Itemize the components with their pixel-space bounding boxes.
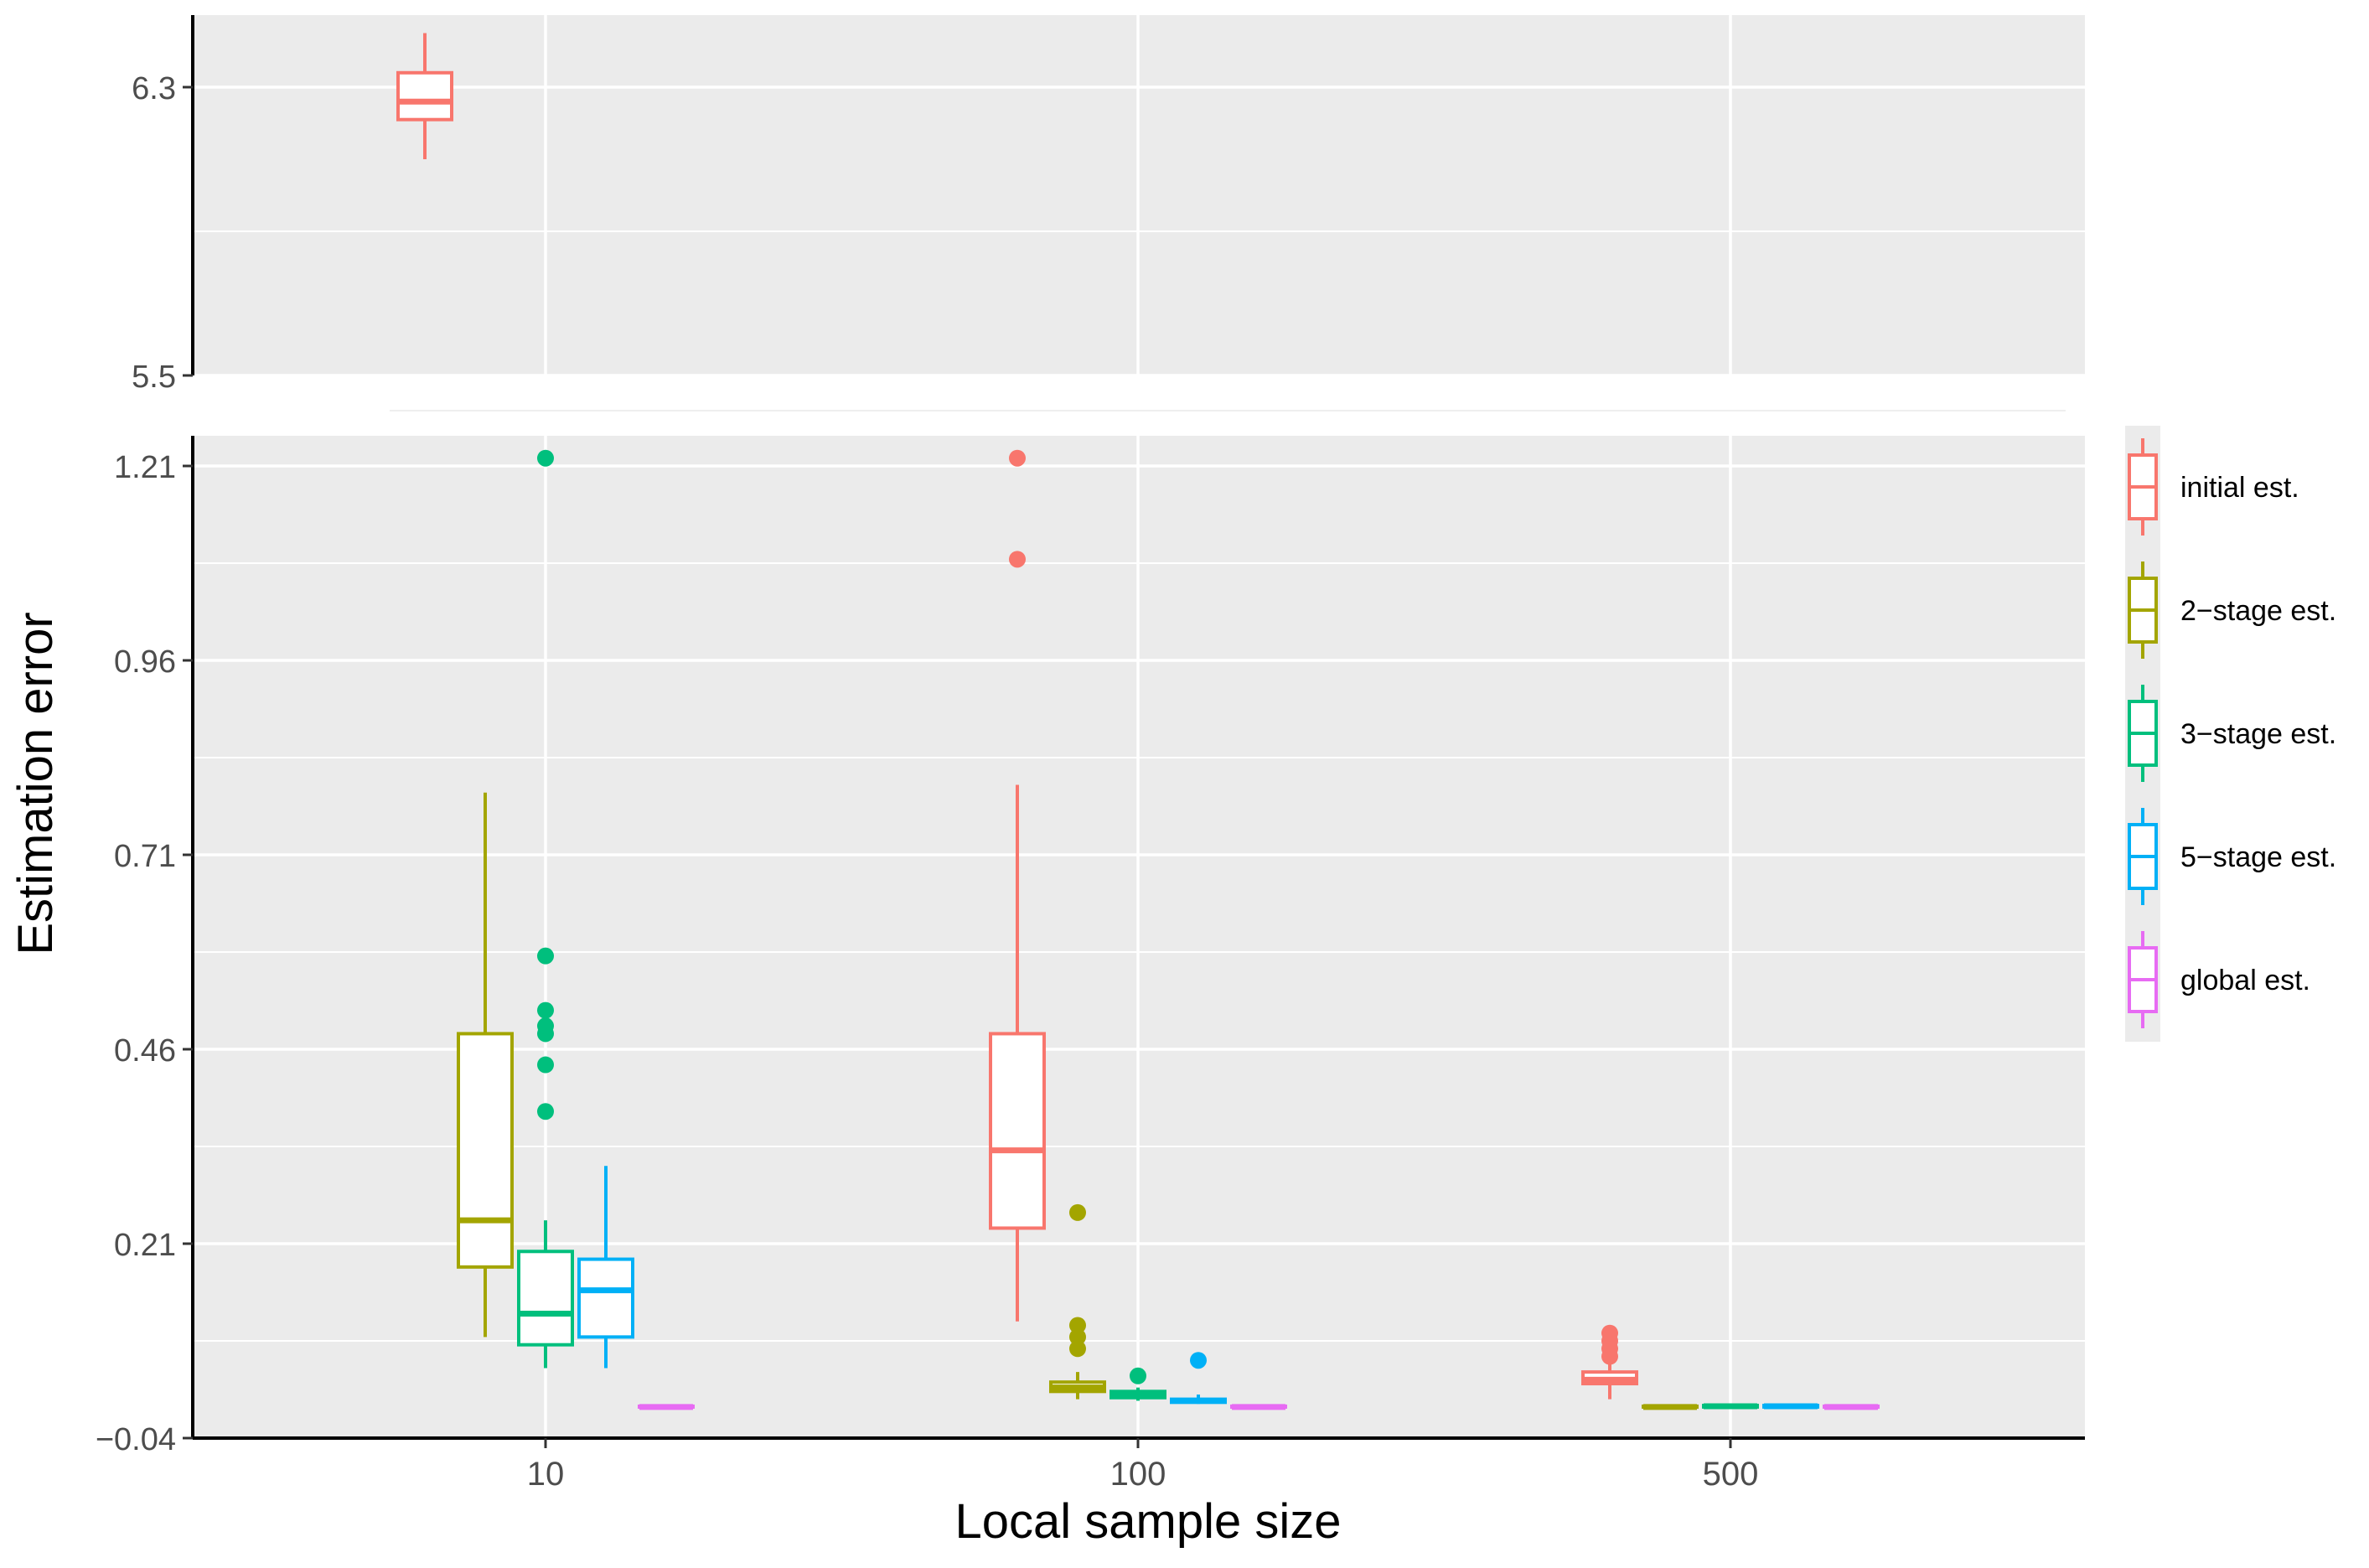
legend-item: global est. bbox=[2128, 931, 2310, 1028]
box-initial-est--100 bbox=[989, 449, 1046, 1322]
box-outlier bbox=[1601, 1324, 1618, 1342]
box-initial-est--10 bbox=[396, 33, 453, 159]
box-5-stage-est--500 bbox=[1762, 1403, 1819, 1410]
y-tick-label: 1.21 bbox=[114, 450, 176, 485]
box-outlier bbox=[537, 947, 554, 965]
box-2-stage-est--500 bbox=[1642, 1404, 1699, 1410]
box-body bbox=[517, 1250, 574, 1347]
box-global-est--500 bbox=[1823, 1404, 1880, 1410]
box-outlier bbox=[537, 449, 554, 467]
x-tick-label: 10 bbox=[527, 1456, 565, 1493]
y-tick-label: 0.21 bbox=[114, 1228, 176, 1263]
box-body bbox=[577, 1257, 634, 1339]
legend-label: 5−stage est. bbox=[2180, 841, 2336, 873]
box-initial-est--500 bbox=[1581, 1324, 1638, 1400]
box-outlier bbox=[1009, 551, 1026, 568]
legend-label: 2−stage est. bbox=[2180, 595, 2336, 627]
y-tick-label: 5.5 bbox=[132, 360, 176, 395]
legend-label: initial est. bbox=[2180, 472, 2299, 504]
box-outlier bbox=[537, 1017, 554, 1035]
box-global-est--10 bbox=[638, 1404, 695, 1410]
x-tick-label: 500 bbox=[1703, 1456, 1759, 1493]
box-5-stage-est--100 bbox=[1170, 1352, 1227, 1405]
box-outlier bbox=[537, 1056, 554, 1074]
legend-label: 3−stage est. bbox=[2180, 718, 2336, 750]
box-outlier bbox=[1009, 449, 1026, 467]
y-tick-label: 6.3 bbox=[132, 71, 176, 106]
legend-item: 3−stage est. bbox=[2128, 685, 2336, 782]
y-tick-label: 0.96 bbox=[114, 644, 176, 680]
box-outlier bbox=[1130, 1367, 1146, 1384]
box-outlier bbox=[537, 1103, 554, 1120]
y-axis-title: Estimation error bbox=[8, 612, 63, 955]
box-3-stage-est--100 bbox=[1109, 1367, 1166, 1401]
box-outlier bbox=[1190, 1352, 1207, 1369]
box-outlier bbox=[1069, 1340, 1086, 1358]
box-2-stage-est--10 bbox=[457, 792, 514, 1338]
x-axis-title: Local sample size bbox=[955, 1494, 1342, 1549]
box-2-stage-est--100 bbox=[1049, 1203, 1106, 1400]
legend-label: global est. bbox=[2180, 965, 2310, 996]
box-outlier bbox=[1069, 1203, 1086, 1221]
box-body bbox=[457, 1032, 514, 1269]
box-outlier bbox=[537, 1001, 554, 1019]
y-tick-label: 0.46 bbox=[114, 1033, 176, 1069]
legend-item: 2−stage est. bbox=[2128, 561, 2336, 659]
box-3-stage-est--500 bbox=[1702, 1403, 1759, 1410]
y-tick-label: 0.71 bbox=[114, 839, 176, 874]
box-body bbox=[989, 1032, 1046, 1230]
y-tick-label: −0.04 bbox=[96, 1422, 176, 1457]
x-tick-label: 100 bbox=[1110, 1456, 1166, 1493]
box-5-stage-est--10 bbox=[577, 1166, 634, 1369]
box-body bbox=[396, 70, 453, 122]
box-3-stage-est--10 bbox=[517, 449, 574, 1369]
box-outlier bbox=[1069, 1328, 1086, 1346]
box-global-est--100 bbox=[1230, 1404, 1287, 1410]
legend-item: initial est. bbox=[2128, 438, 2299, 536]
legend-item: 5−stage est. bbox=[2128, 808, 2336, 905]
box-outlier bbox=[1069, 1317, 1086, 1334]
